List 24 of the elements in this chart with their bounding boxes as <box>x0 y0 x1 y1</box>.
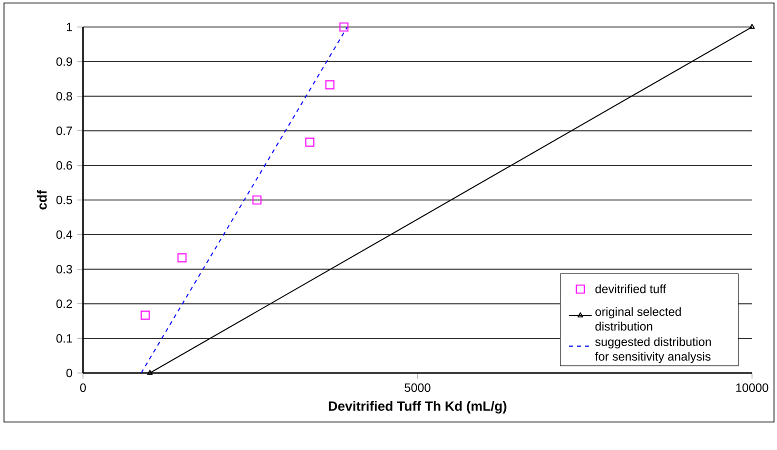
legend-label: devitrified tuff <box>595 284 666 294</box>
point <box>305 138 314 147</box>
y-tick-label: 0.4 <box>56 230 72 239</box>
y-tick-label: 0.6 <box>56 161 72 170</box>
point <box>252 195 262 205</box>
x-tick-label: 0 <box>80 383 86 392</box>
x-tick-label: 5000 <box>404 383 430 392</box>
y-tick-label: 1 <box>66 22 72 32</box>
y-tick-label: 0.7 <box>56 126 72 136</box>
point <box>140 310 150 320</box>
y-tick-label: 0.5 <box>56 196 72 204</box>
y-tick-label: 0.9 <box>56 57 72 66</box>
x-axis-title: Devitrified Tuff Th Kd (mL/g) <box>328 401 506 414</box>
y-tick-label: 0.3 <box>56 264 72 274</box>
y-tick-label: 0 <box>66 368 72 378</box>
y-tick-label: 0.2 <box>56 300 72 308</box>
y-axis-title: cdf <box>36 190 47 210</box>
legend-label: suggested distribution for sensitivity analysis <box>595 337 711 364</box>
point <box>177 253 187 262</box>
point <box>339 22 348 32</box>
y-tick-label: 0.1 <box>56 334 72 343</box>
y-tick-label: 0.8 <box>56 92 72 100</box>
x-tick-label: 10000 <box>736 383 768 392</box>
point <box>325 80 334 90</box>
